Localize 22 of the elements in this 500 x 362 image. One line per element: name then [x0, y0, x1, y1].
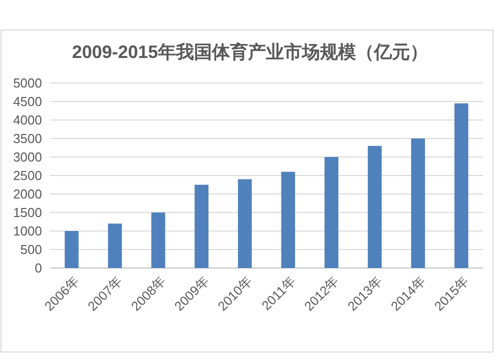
bar: [281, 172, 296, 268]
y-tick-label: 1000: [13, 224, 42, 238]
y-tick-label: 5000: [13, 76, 42, 90]
bar: [108, 224, 122, 268]
bar: [194, 184, 208, 268]
bar: [151, 212, 166, 268]
y-tick-label: 2500: [13, 168, 42, 183]
y-tick-label: 500: [20, 242, 42, 257]
y-tick-label: 4500: [13, 94, 42, 109]
y-tick-label: 0: [34, 260, 42, 276]
bar: [411, 138, 425, 268]
bar: [324, 157, 338, 268]
y-tick-label: 4000: [13, 112, 42, 128]
y-tick-label: 2000: [13, 186, 42, 202]
y-tick-label: 3000: [13, 150, 42, 164]
bar: [238, 179, 252, 268]
chart-title: 2009-2015年我国体育产业市场规模（亿元）: [72, 41, 428, 62]
bar: [454, 103, 468, 268]
y-tick-label: 3500: [13, 131, 42, 146]
bar: [368, 146, 382, 268]
y-tick-label: 1500: [13, 205, 42, 220]
bar: [64, 231, 79, 268]
